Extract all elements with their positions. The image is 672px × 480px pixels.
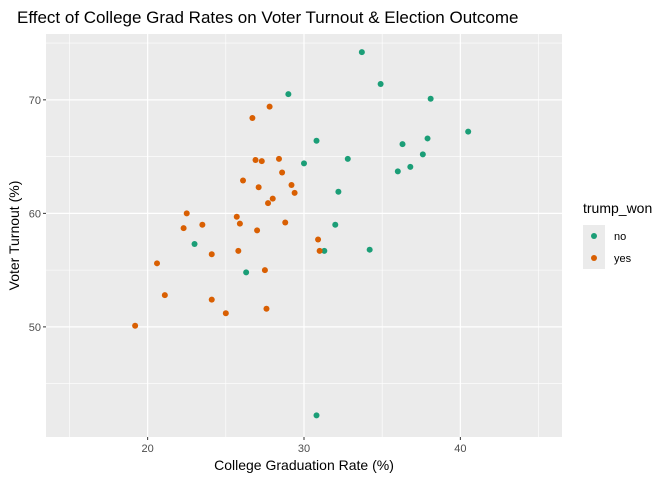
data-point-no	[313, 137, 320, 144]
legend-title: trump_won	[583, 200, 652, 216]
data-point-yes	[236, 220, 243, 227]
data-point-yes	[208, 251, 215, 258]
data-point-yes	[255, 184, 262, 191]
y-axis-title: Voter Turnout (%)	[6, 181, 22, 291]
data-point-no	[358, 49, 365, 56]
data-point-yes	[269, 195, 276, 202]
data-point-no	[243, 269, 250, 276]
legend: trump_won no yes	[583, 200, 652, 269]
data-point-no	[399, 141, 406, 148]
data-point-no	[344, 155, 351, 162]
data-point-yes	[288, 181, 295, 188]
y-axis-ticks: 50 60 70	[29, 95, 46, 334]
data-point-yes	[183, 210, 190, 217]
data-point-yes	[266, 103, 273, 110]
data-point-no	[313, 412, 320, 419]
data-point-yes	[161, 292, 168, 299]
y-tick-label: 60	[29, 208, 41, 220]
data-point-yes	[249, 115, 256, 122]
data-point-yes	[132, 322, 139, 329]
data-point-no	[366, 246, 373, 253]
data-point-no	[285, 91, 292, 98]
data-point-yes	[265, 200, 272, 207]
y-tick-label: 70	[29, 95, 41, 107]
data-point-no	[427, 95, 434, 102]
data-point-no	[465, 128, 472, 135]
data-point-yes	[240, 177, 247, 184]
major-grid	[46, 34, 562, 437]
x-tick-label: 40	[454, 443, 466, 455]
data-point-yes	[291, 189, 298, 196]
data-point-no	[424, 135, 431, 142]
data-point-no	[301, 160, 307, 167]
data-point-yes	[235, 247, 242, 254]
legend-marker-no	[591, 233, 597, 239]
data-point-no	[191, 241, 198, 248]
data-point-yes	[263, 305, 270, 312]
data-point-yes	[282, 219, 289, 226]
legend-marker-yes	[591, 255, 597, 261]
data-point-yes	[258, 158, 265, 165]
data-point-yes	[279, 169, 286, 176]
data-point-yes	[316, 247, 323, 254]
data-point-yes	[208, 296, 215, 303]
data-point-no	[377, 80, 384, 87]
data-point-yes	[261, 267, 268, 274]
data-point-yes	[199, 221, 206, 228]
data-point-yes	[254, 227, 261, 234]
x-axis-ticks: 20 30 40	[142, 437, 466, 455]
data-point-no	[321, 247, 328, 254]
data-point-yes	[154, 260, 161, 267]
data-point-yes	[315, 236, 322, 243]
x-axis-title: College Graduation Rate (%)	[214, 457, 394, 473]
data-point-no	[335, 188, 342, 195]
legend-label-no: no	[614, 231, 626, 243]
chart-title: Effect of College Grad Rates on Voter Tu…	[17, 8, 518, 27]
data-point-no	[419, 151, 426, 158]
legend-label-yes: yes	[614, 253, 632, 265]
data-point-no	[394, 168, 401, 175]
y-tick-label: 50	[29, 322, 41, 334]
x-tick-label: 20	[142, 443, 154, 455]
x-tick-label: 30	[298, 443, 310, 455]
data-point-yes	[180, 225, 187, 232]
data-point-no	[407, 163, 414, 170]
data-point-no	[332, 221, 339, 228]
data-point-yes	[222, 310, 229, 317]
data-point-yes	[252, 157, 259, 164]
data-point-yes	[233, 213, 240, 220]
data-point-yes	[275, 155, 282, 162]
data-points	[132, 49, 472, 419]
